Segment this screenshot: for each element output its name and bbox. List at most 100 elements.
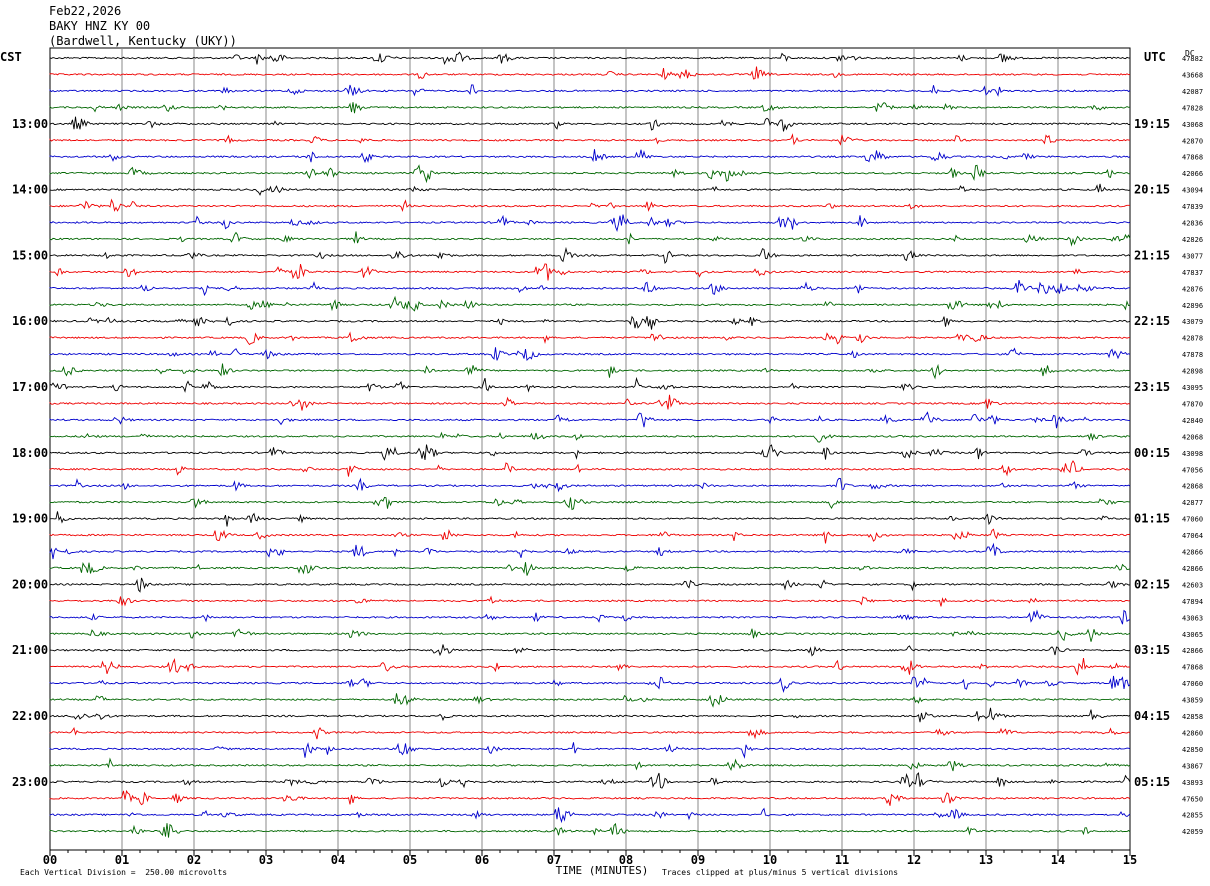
dc-offset-label: 42855: [1182, 812, 1203, 820]
seismic-trace: [49, 183, 1131, 196]
seismic-trace: [49, 675, 1131, 694]
dc-offset-label: 43859: [1182, 697, 1203, 705]
seismic-trace: [49, 347, 1131, 362]
seismic-trace: [49, 757, 1131, 772]
seismic-trace: [49, 263, 1131, 281]
right-timezone-label: UTC: [1144, 50, 1166, 64]
clip-note: Traces clipped at plus/minus 5 vertical …: [662, 868, 899, 877]
dc-offset-label: 42877: [1182, 499, 1203, 507]
dc-offset-label: 47870: [1182, 400, 1203, 408]
dc-offset-label: 42066: [1182, 170, 1203, 178]
seismic-trace: [49, 84, 1131, 97]
seismic-trace: [49, 51, 1131, 65]
x-tick-label: 08: [619, 853, 633, 867]
dc-header-label: DC: [1185, 49, 1195, 58]
seismic-trace: [49, 133, 1131, 146]
seismic-trace: [49, 394, 1131, 411]
dc-offset-label: 42860: [1182, 729, 1203, 737]
seismic-trace: [49, 411, 1130, 429]
right-hour-label: 20:15: [1134, 183, 1170, 197]
seismic-trace: [49, 657, 1131, 676]
right-hour-label: 05:15: [1134, 775, 1170, 789]
dc-offset-label: 47868: [1182, 154, 1203, 162]
seismic-trace: [49, 460, 1131, 477]
seismic-trace: [49, 231, 1131, 247]
dc-offset-label: 42836: [1182, 220, 1203, 228]
location-label: (Bardwell, Kentucky (UKY)): [49, 34, 237, 48]
dc-offset-label: 42826: [1182, 236, 1203, 244]
date-label: Feb22,2026: [49, 4, 122, 18]
x-axis-title: TIME (MINUTES): [556, 864, 649, 877]
dc-offset-label: 43098: [1182, 450, 1203, 458]
x-tick-label: 02: [187, 853, 201, 867]
right-hour-label: 04:15: [1134, 709, 1170, 723]
x-tick-label: 07: [547, 853, 561, 867]
seismic-trace: [49, 331, 1131, 346]
x-tick-label: 04: [331, 853, 345, 867]
right-hour-label: 19:15: [1134, 117, 1170, 131]
dc-offset-label: 43079: [1182, 318, 1203, 326]
dc-offset-label: 42068: [1182, 433, 1203, 441]
station-label: BAKY HNZ KY 00: [49, 19, 151, 33]
seismic-trace: [49, 577, 1131, 593]
x-tick-label: 10: [763, 853, 777, 867]
seismic-trace: [49, 376, 1131, 393]
dc-offset-label: 42858: [1182, 713, 1203, 721]
dc-offset-label: 47060: [1182, 680, 1203, 688]
seismic-trace: [49, 644, 1131, 657]
seismic-trace: [49, 164, 1131, 184]
seismic-trace: [49, 279, 1130, 297]
seismic-trace: [49, 214, 1131, 232]
dc-offset-label: 43893: [1182, 779, 1203, 787]
seismic-trace: [49, 198, 1130, 212]
dc-offset-label: 42866: [1182, 647, 1203, 655]
left-hour-label: 22:00: [12, 709, 48, 723]
seismic-trace: [49, 444, 1131, 461]
dc-offset-label: 47056: [1182, 466, 1203, 474]
dc-offset-label: 43094: [1182, 187, 1203, 195]
seismic-trace: [49, 477, 1131, 493]
dc-offset-label: 43065: [1182, 631, 1203, 639]
dc-offset-label: 47894: [1182, 598, 1203, 606]
dc-offset-label: 43867: [1182, 762, 1203, 770]
left-hour-label: 17:00: [12, 380, 48, 394]
seismic-trace: [49, 496, 1131, 511]
dc-offset-label: 47882: [1182, 55, 1203, 63]
seismic-trace: [49, 363, 1131, 380]
dc-offset-label: 47878: [1182, 351, 1203, 359]
dc-offset-label: 42876: [1182, 285, 1203, 293]
seismic-trace: [49, 315, 1131, 330]
dc-offset-label: 43095: [1182, 384, 1203, 392]
seismic-trace: [49, 726, 1131, 740]
right-hour-label: 02:15: [1134, 577, 1170, 591]
dc-offset-label: 42866: [1182, 549, 1203, 557]
dc-offset-label: 42087: [1182, 88, 1203, 96]
left-hour-label: 14:00: [12, 183, 48, 197]
x-tick-label: 05: [403, 853, 417, 867]
left-hour-label: 13:00: [12, 117, 48, 131]
dc-offset-label: 47839: [1182, 203, 1203, 211]
seismic-trace: [49, 431, 1131, 443]
seismic-trace: [49, 511, 1131, 527]
dc-offset-label: 42898: [1182, 368, 1203, 376]
seismic-trace: [49, 707, 1131, 723]
dc-offset-label: 43063: [1182, 614, 1203, 622]
x-tick-label: 06: [475, 853, 489, 867]
seismic-trace: [49, 246, 1131, 265]
dc-offset-label: 42850: [1182, 746, 1203, 754]
dc-offset-label: 42866: [1182, 565, 1203, 573]
x-tick-label: 01: [115, 853, 129, 867]
dc-offset-label: 42603: [1182, 581, 1203, 589]
seismic-trace: [49, 562, 1131, 576]
seismic-trace: [49, 742, 1131, 759]
seismic-trace: [49, 116, 1131, 132]
seismic-trace: [49, 66, 1131, 81]
dc-offset-label: 42868: [1182, 483, 1203, 491]
seismic-trace: [49, 789, 1131, 806]
seismic-trace: [49, 693, 1131, 708]
dc-offset-label: 42840: [1182, 417, 1203, 425]
dc-offset-label: 47060: [1182, 516, 1203, 524]
x-tick-label: 11: [835, 853, 849, 867]
plot-frame: [49, 47, 1131, 851]
